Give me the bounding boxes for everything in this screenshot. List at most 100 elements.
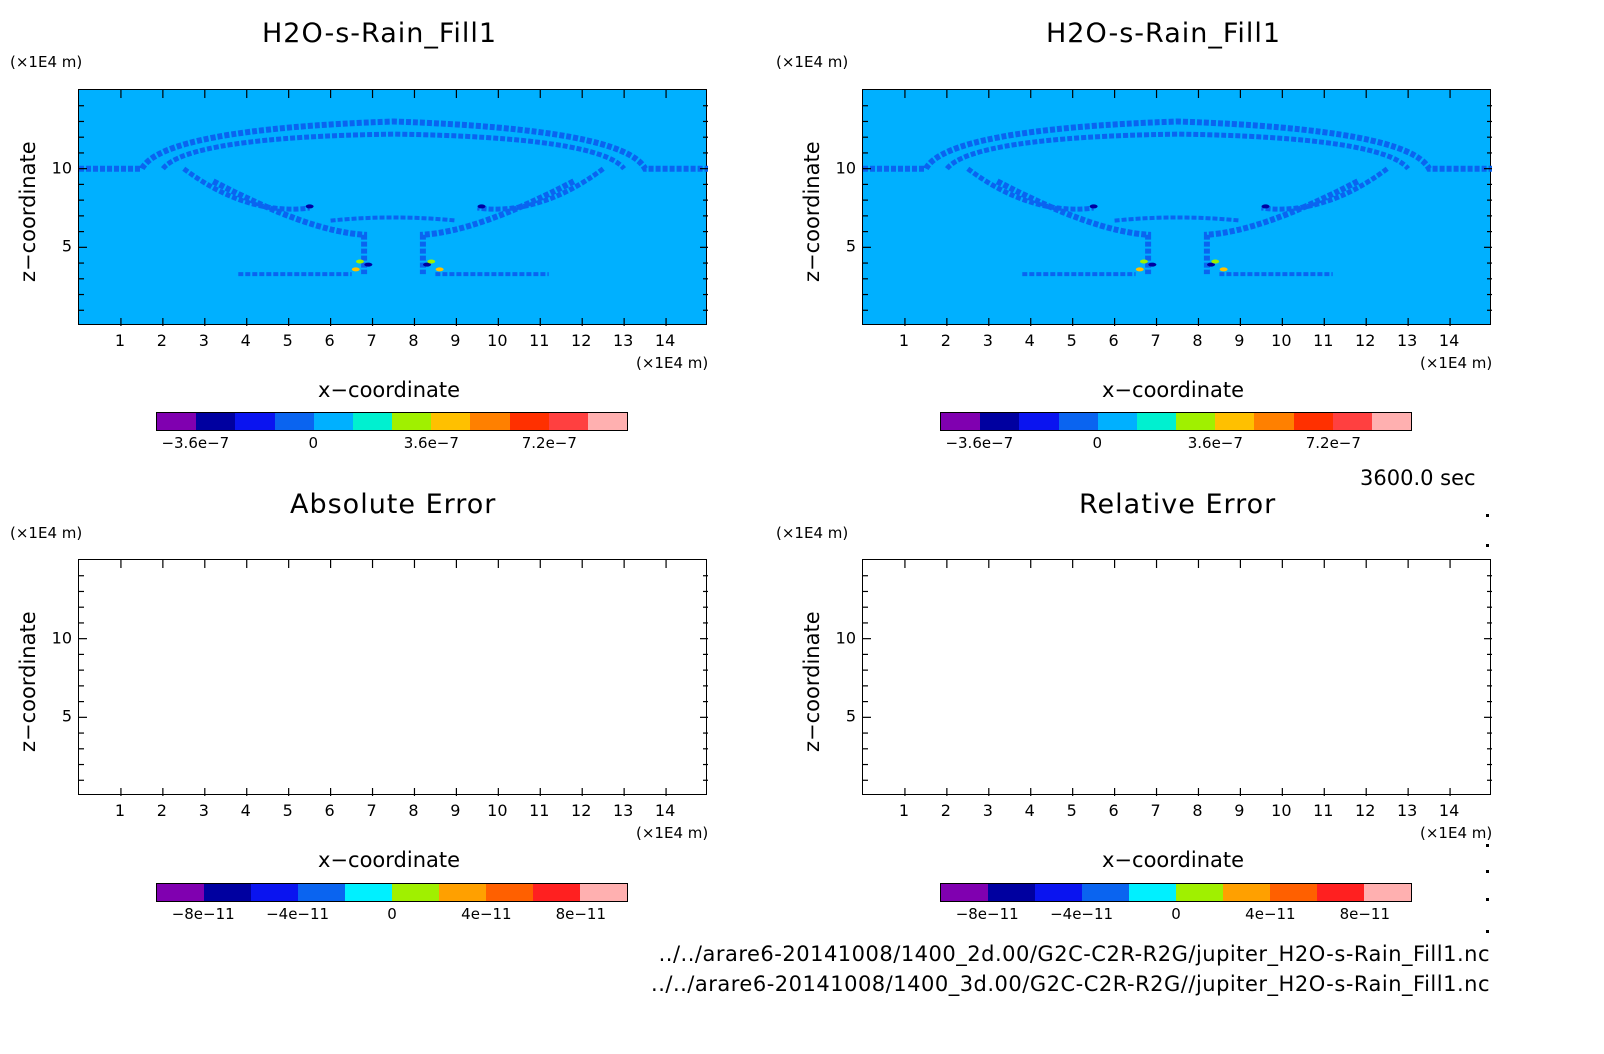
colorbar-tick-label: 3.6e−7 — [1187, 434, 1243, 452]
x-tick-label: 10 — [487, 331, 508, 350]
colorbar-segment — [431, 413, 471, 430]
x-tick-label: 14 — [1438, 331, 1460, 350]
panel-title: Absolute Error — [290, 489, 497, 520]
z-unit-label: (×1E4 m) — [776, 524, 849, 542]
x-unit-label: (×1E4 m) — [636, 354, 709, 372]
colorbar-segment — [352, 413, 393, 430]
x-tick-label: 4 — [1024, 801, 1035, 820]
colorbar-tick-label: 0 — [1092, 434, 1103, 452]
x-tick-label: 4 — [240, 801, 251, 820]
colorbar-tick-label: −8e−11 — [171, 905, 235, 923]
field-contour — [995, 178, 1152, 275]
x-tick-label: 6 — [1108, 801, 1119, 820]
field-spot — [1148, 262, 1157, 267]
colorbar-segment — [941, 413, 981, 430]
x-tick-label: 7 — [366, 801, 377, 820]
colorbar-tick-label: −3.6e−7 — [161, 434, 230, 452]
x-tick-label: 1 — [114, 801, 126, 820]
field-spot — [1261, 204, 1270, 209]
x-tick-label: 1 — [898, 801, 910, 820]
time-label: 3600.0 sec — [1360, 466, 1476, 490]
plot-overlay — [79, 560, 708, 796]
colorbar-segment — [345, 884, 392, 901]
field-spot — [1135, 267, 1144, 272]
x-unit-label: (×1E4 m) — [636, 824, 709, 842]
x-tick-label: 10 — [1271, 331, 1292, 350]
colorbar-tick-label: −3.6e−7 — [945, 434, 1014, 452]
colorbar-segment — [486, 884, 533, 901]
file-path-3d: ../../arare6-20141008/1400_3d.00/G2C-C2R… — [651, 972, 1490, 996]
x-unit-label: (×1E4 m) — [1420, 824, 1493, 842]
y-tick-label: 10 — [51, 158, 72, 178]
y-tick-label: 10 — [51, 628, 72, 648]
x-tick-label: 5 — [1066, 801, 1077, 820]
x-tick-label: 9 — [1234, 801, 1245, 820]
x-tick-label: 3 — [198, 801, 209, 820]
heatmap-plot — [862, 559, 1492, 796]
x-tick-label: 3 — [982, 331, 993, 350]
field-spot — [435, 267, 444, 272]
field-contour — [1114, 215, 1241, 223]
field-spot — [305, 204, 314, 209]
x-tick-label: 3 — [982, 801, 993, 820]
x-tick-label: 7 — [366, 331, 377, 350]
marker-dot — [1486, 544, 1489, 547]
x-tick-label: 14 — [654, 331, 676, 350]
x-axis-title: x−coordinate — [318, 848, 461, 872]
colorbar-segment — [1035, 884, 1082, 901]
colorbar-segment — [1332, 413, 1372, 430]
colorbar-tick-label: 0 — [1171, 905, 1181, 923]
x-tick-label: 12 — [571, 331, 592, 350]
plot-overlay — [79, 90, 708, 326]
colorbar-tick-label: 3.6e−7 — [403, 434, 459, 452]
x-tick-label: 13 — [1396, 331, 1418, 350]
colorbar-tick-label: −4e−11 — [266, 905, 330, 923]
x-tick-label: 2 — [156, 331, 167, 350]
y-axis-title: z−coordinate — [16, 141, 40, 282]
colorbar — [940, 883, 1412, 902]
field-spot — [477, 204, 486, 209]
field-spot — [1089, 204, 1098, 209]
colorbar-segment — [1082, 884, 1129, 901]
x-tick-label: 3 — [198, 331, 209, 350]
colorbar-tick-label: −4e−11 — [1050, 905, 1114, 923]
y-tick-label: 5 — [845, 236, 856, 256]
colorbar — [156, 412, 628, 431]
field-contour — [211, 178, 368, 275]
colorbar-segment — [439, 884, 486, 901]
colorbar-segment — [1293, 413, 1333, 430]
x-tick-label: 4 — [240, 331, 251, 350]
field-spot — [1211, 259, 1220, 264]
x-unit-label: (×1E4 m) — [1420, 354, 1493, 372]
field-spot — [423, 262, 432, 267]
x-tick-label: 8 — [408, 801, 419, 820]
colorbar-segment — [1371, 413, 1412, 430]
colorbar-segment — [157, 884, 204, 901]
colorbar-segment — [1176, 413, 1216, 430]
field-spot — [1207, 262, 1216, 267]
y-tick-label: 10 — [835, 628, 856, 648]
x-tick-label: 13 — [1396, 801, 1418, 820]
colorbar-segment — [235, 413, 275, 430]
x-tick-label: 8 — [408, 331, 419, 350]
x-tick-label: 9 — [450, 331, 461, 350]
x-tick-label: 8 — [1192, 801, 1203, 820]
colorbar-tick-label: 7.2e−7 — [521, 434, 577, 452]
x-tick-label: 9 — [1234, 331, 1245, 350]
z-unit-label: (×1E4 m) — [776, 53, 849, 71]
colorbar-segment — [533, 884, 580, 901]
x-tick-label: 12 — [1355, 801, 1376, 820]
marker-dot — [1486, 898, 1489, 901]
field-contour — [1261, 166, 1389, 212]
marker-dot — [1486, 930, 1489, 933]
field-contour — [160, 131, 627, 171]
colorbar-segment — [1176, 884, 1223, 901]
x-axis-title: x−coordinate — [1102, 848, 1245, 872]
field-contour — [863, 118, 1492, 172]
colorbar-segment — [509, 413, 549, 430]
x-tick-label: 13 — [612, 801, 634, 820]
colorbar-tick-label: 0 — [308, 434, 319, 452]
field-contour — [1203, 178, 1360, 275]
field-spot — [355, 259, 364, 264]
x-tick-label: 10 — [487, 801, 508, 820]
